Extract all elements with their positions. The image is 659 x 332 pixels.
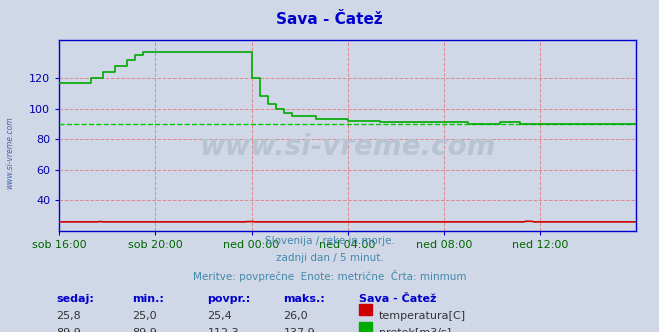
- Text: 25,0: 25,0: [132, 311, 156, 321]
- Text: 26,0: 26,0: [283, 311, 308, 321]
- Text: Sava - Čatež: Sava - Čatež: [276, 12, 383, 27]
- Text: 137,9: 137,9: [283, 328, 315, 332]
- Text: 25,4: 25,4: [208, 311, 233, 321]
- Text: www.si-vreme.com: www.si-vreme.com: [200, 133, 496, 161]
- Text: pretok[m3/s]: pretok[m3/s]: [379, 328, 451, 332]
- Text: 89,9: 89,9: [132, 328, 157, 332]
- Text: www.si-vreme.com: www.si-vreme.com: [5, 117, 14, 189]
- Text: 112,3: 112,3: [208, 328, 239, 332]
- Text: sedaj:: sedaj:: [56, 294, 94, 304]
- Text: povpr.:: povpr.:: [208, 294, 251, 304]
- Text: 25,8: 25,8: [56, 311, 81, 321]
- Text: min.:: min.:: [132, 294, 163, 304]
- Text: Slovenija / reke in morje.: Slovenija / reke in morje.: [264, 236, 395, 246]
- Text: temperatura[C]: temperatura[C]: [379, 311, 466, 321]
- Text: zadnji dan / 5 minut.: zadnji dan / 5 minut.: [275, 253, 384, 263]
- Text: maks.:: maks.:: [283, 294, 325, 304]
- Text: Sava - Čatež: Sava - Čatež: [359, 294, 436, 304]
- Text: 89,9: 89,9: [56, 328, 81, 332]
- Text: Meritve: povprečne  Enote: metrične  Črta: minmum: Meritve: povprečne Enote: metrične Črta:…: [192, 270, 467, 282]
